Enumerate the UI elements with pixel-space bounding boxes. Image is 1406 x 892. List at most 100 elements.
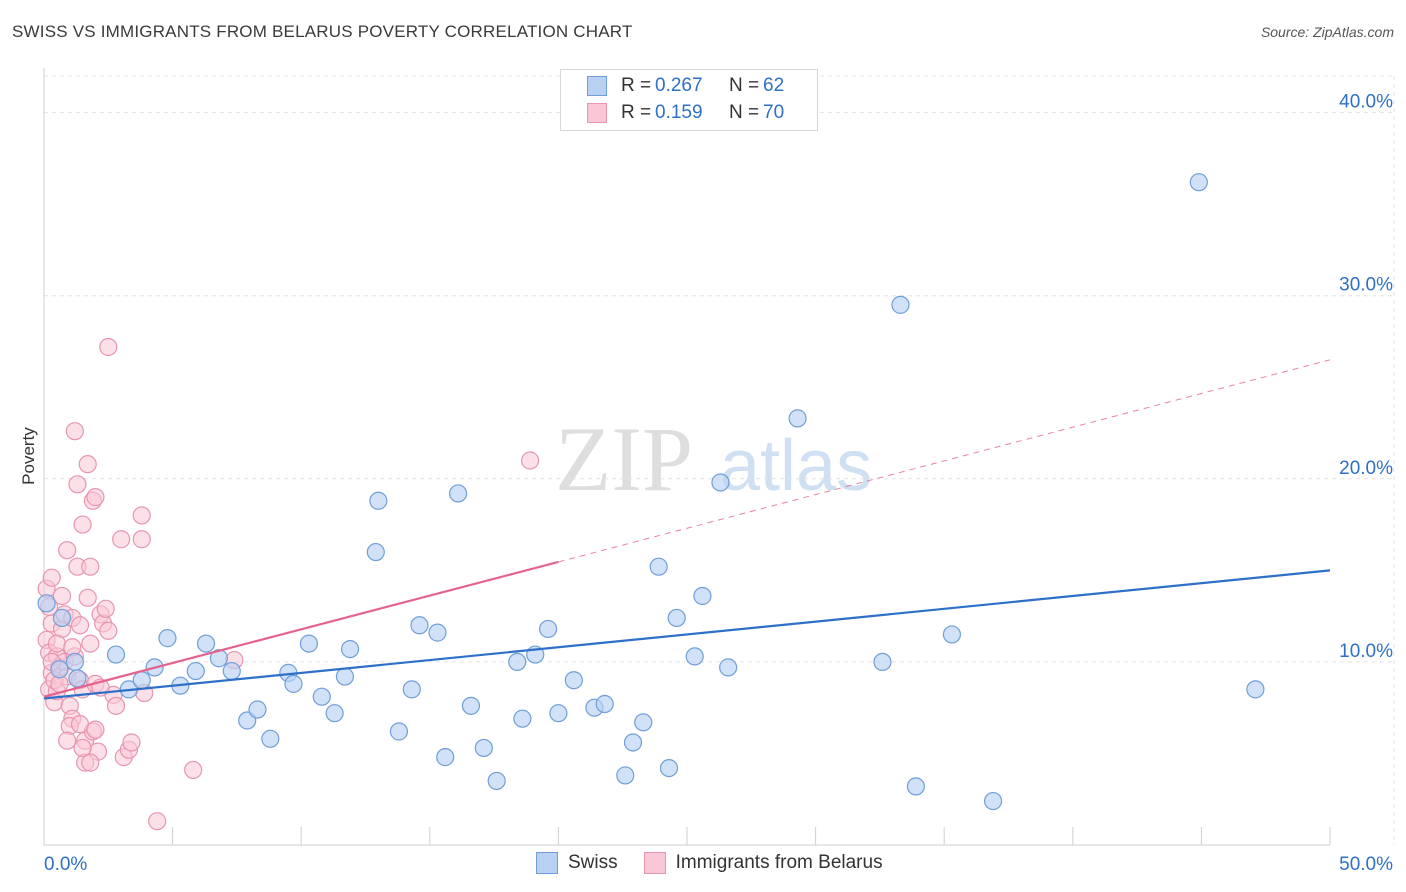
swiss-point bbox=[1189, 173, 1208, 192]
belarus-r-label: R = bbox=[621, 102, 652, 123]
belarus-swatch bbox=[587, 103, 607, 123]
swiss-point bbox=[906, 777, 926, 796]
belarus-point bbox=[86, 488, 105, 507]
swiss-point bbox=[719, 658, 738, 677]
swiss-point bbox=[106, 645, 126, 664]
belarus-legend-label: Immigrants from Belarus bbox=[675, 852, 883, 873]
swiss-n-label: N = bbox=[729, 75, 760, 96]
belarus-point bbox=[70, 616, 90, 635]
belarus-point bbox=[70, 715, 90, 734]
belarus-trend-line bbox=[43, 560, 559, 698]
belarus-point bbox=[184, 760, 203, 780]
swiss-swatch bbox=[587, 76, 607, 96]
swiss-point bbox=[711, 473, 730, 492]
belarus-point bbox=[99, 337, 118, 357]
belarus-point bbox=[132, 530, 151, 549]
swiss-point bbox=[474, 738, 493, 758]
swiss-point bbox=[649, 557, 668, 576]
y-tick-label: 10.0% bbox=[1339, 641, 1393, 662]
swiss-point bbox=[261, 729, 280, 748]
swiss-point bbox=[369, 491, 388, 510]
swiss-point bbox=[428, 623, 447, 642]
swiss-point bbox=[983, 791, 1003, 811]
swiss-point bbox=[508, 652, 527, 672]
swiss-n-value: 62 bbox=[763, 75, 785, 96]
swiss-point bbox=[340, 639, 360, 659]
swiss-point bbox=[891, 295, 910, 314]
swiss-point bbox=[248, 700, 267, 719]
swiss-point bbox=[410, 616, 429, 635]
swiss-point bbox=[634, 713, 653, 732]
swiss-point bbox=[222, 661, 241, 681]
belarus-point bbox=[52, 586, 72, 606]
swiss-point bbox=[942, 625, 962, 644]
belarus-n-label: N = bbox=[729, 102, 760, 123]
belarus-r-value: 0.159 bbox=[655, 102, 703, 123]
belarus-point bbox=[58, 731, 77, 750]
swiss-point bbox=[873, 652, 892, 672]
x-tick-label-max: 50.0% bbox=[1339, 854, 1393, 875]
belarus-trend-extension bbox=[558, 359, 1331, 563]
swiss-point bbox=[186, 661, 205, 681]
belarus-point bbox=[78, 455, 97, 474]
swiss-trend-line bbox=[43, 569, 1331, 700]
swiss-point bbox=[37, 594, 56, 613]
legend-row-swiss: R = 0.267 N = 62 bbox=[587, 75, 784, 97]
swiss-point bbox=[325, 704, 344, 723]
belarus-point bbox=[521, 451, 540, 470]
swiss-r-value: 0.267 bbox=[655, 75, 703, 96]
belarus-point bbox=[99, 621, 118, 640]
x-tick-label-min: 0.0% bbox=[44, 854, 87, 875]
swiss-point bbox=[448, 484, 468, 503]
swiss-point bbox=[158, 629, 177, 648]
swiss-point bbox=[549, 704, 568, 723]
swiss-point bbox=[659, 758, 679, 778]
belarus-point bbox=[47, 634, 66, 653]
swiss-point bbox=[68, 669, 87, 688]
swiss-point bbox=[284, 674, 303, 693]
swiss-point bbox=[693, 586, 712, 606]
source-label: Source: ZipAtlas.com bbox=[1260, 24, 1394, 40]
belarus-point bbox=[42, 568, 61, 587]
watermark-atlas: atlas bbox=[720, 426, 872, 506]
swiss-legend-label: Swiss bbox=[568, 852, 618, 873]
swiss-point bbox=[685, 647, 704, 666]
swiss-point bbox=[50, 660, 69, 679]
legend-item-belarus[interactable]: Immigrants from Belarus bbox=[643, 852, 883, 874]
belarus-n-value: 70 bbox=[763, 102, 785, 123]
swiss-point bbox=[461, 696, 481, 715]
swiss-point bbox=[335, 667, 355, 686]
belarus-point bbox=[78, 588, 97, 607]
swiss-point bbox=[366, 542, 385, 562]
swiss-point bbox=[788, 409, 807, 428]
y-tick-label: 30.0% bbox=[1339, 275, 1393, 296]
legend-item-swiss[interactable]: Swiss bbox=[536, 852, 618, 874]
belarus-point bbox=[122, 733, 141, 752]
belarus-point bbox=[148, 812, 167, 831]
belarus-point bbox=[106, 696, 126, 715]
y-tick-label: 40.0% bbox=[1339, 92, 1393, 113]
swiss-point bbox=[196, 634, 216, 653]
belarus-point bbox=[73, 738, 92, 758]
swiss-point bbox=[564, 671, 583, 690]
belarus-legend-swatch bbox=[643, 852, 666, 874]
belarus-point bbox=[65, 422, 84, 441]
belarus-point bbox=[81, 634, 100, 653]
swiss-point bbox=[52, 608, 72, 628]
legend-row-belarus: R = 0.159 N = 70 bbox=[587, 102, 784, 124]
chart-title: SWISS VS IMMIGRANTS FROM BELARUS POVERTY… bbox=[12, 22, 633, 41]
belarus-point bbox=[58, 541, 77, 560]
belarus-point bbox=[86, 720, 105, 739]
swiss-point bbox=[487, 771, 506, 791]
swiss-point bbox=[1246, 680, 1265, 699]
swiss-point bbox=[389, 722, 409, 741]
belarus-point bbox=[81, 753, 100, 772]
stats-legend: R = 0.267 N = 62 R = 0.159 N = 70 bbox=[560, 69, 818, 131]
swiss-point bbox=[132, 671, 151, 690]
swiss-point bbox=[65, 652, 84, 672]
belarus-point bbox=[132, 506, 151, 525]
swiss-point bbox=[539, 619, 558, 639]
swiss-r-label: R = bbox=[621, 75, 652, 96]
swiss-point bbox=[623, 733, 643, 752]
